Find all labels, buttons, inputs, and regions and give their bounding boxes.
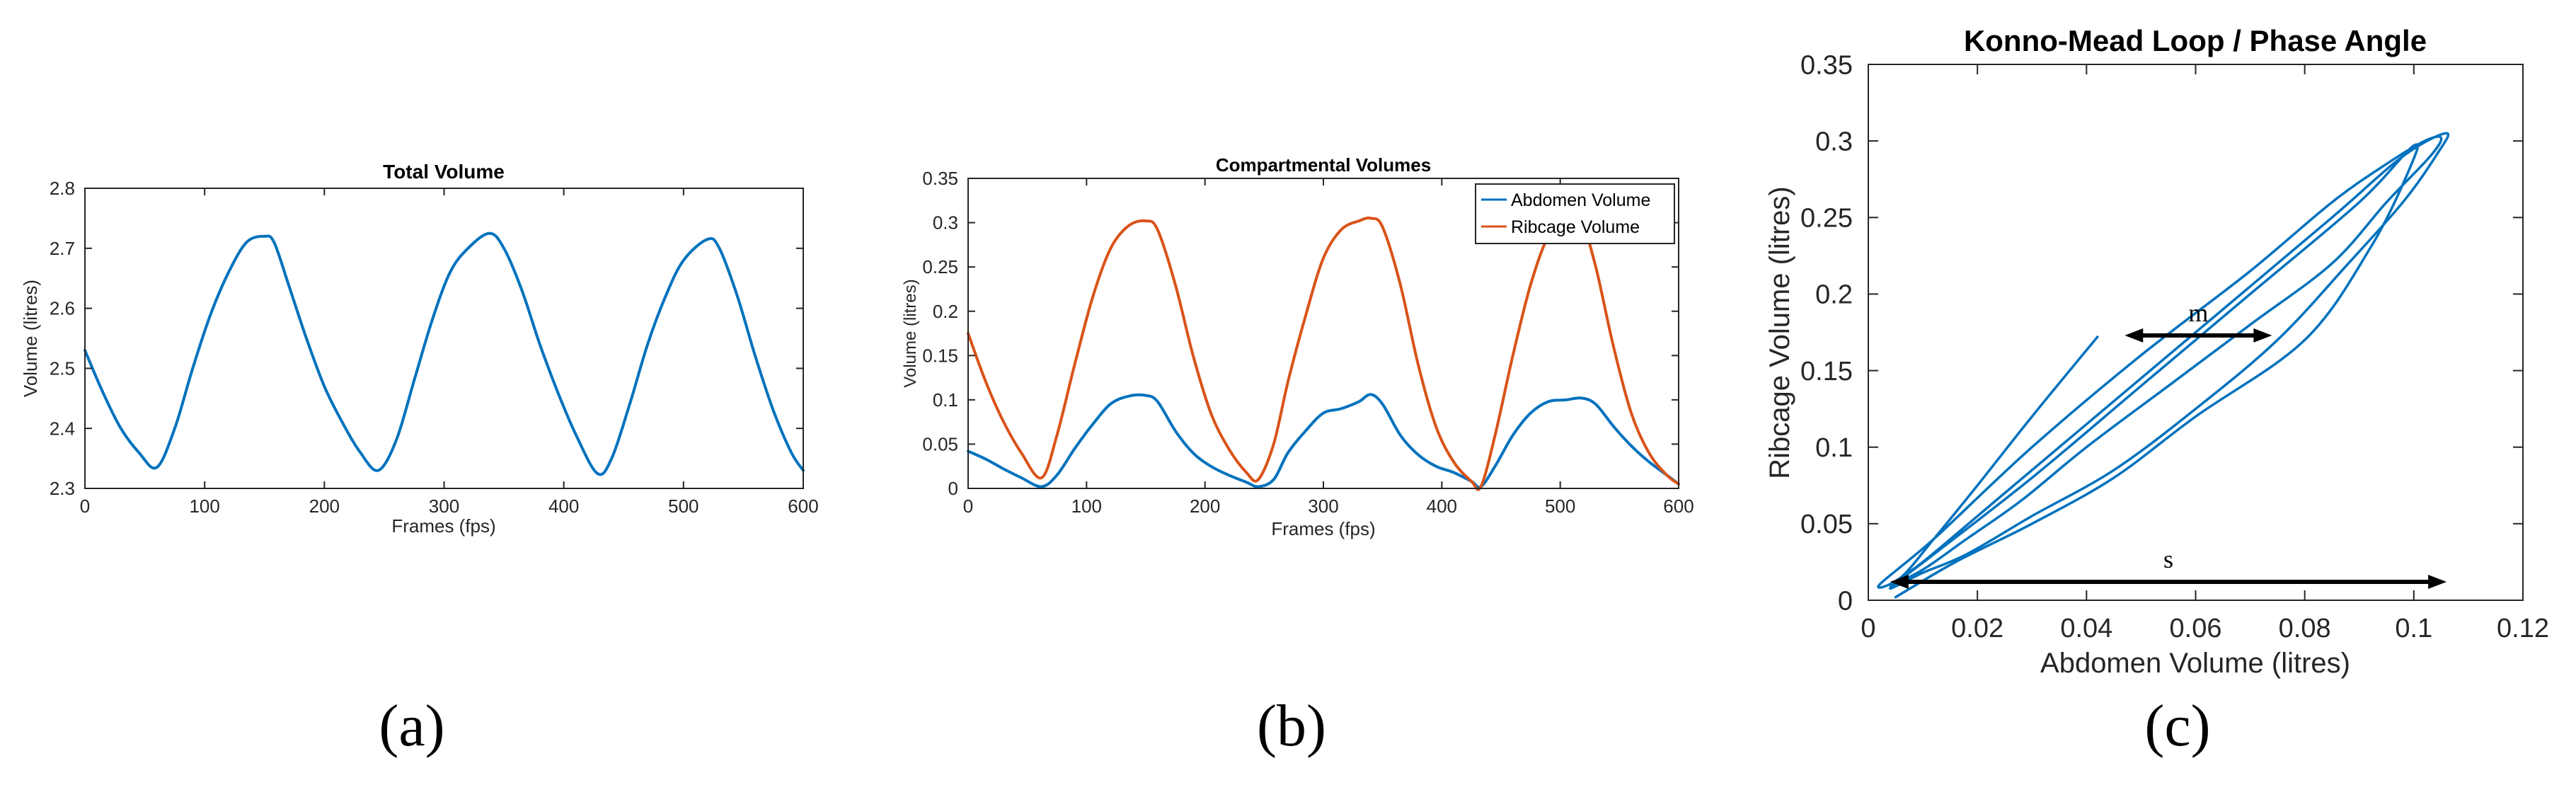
y-tick-label: 0.2: [1815, 280, 1853, 310]
x-tick-label: 0.04: [2060, 614, 2112, 643]
panel-b-y-axis-label: Volume (litres): [901, 279, 920, 387]
y-tick-label: 2.5: [50, 358, 75, 379]
legend-box: [1475, 183, 1675, 244]
panel-b-legend: Abdomen Volume Ribcage Volume: [1475, 183, 1675, 244]
y-tick-label: 0: [948, 478, 958, 499]
panel-b-compartmental-volumes: Compartmental Volumes 0 100 200 300 400 500 60…: [901, 154, 1694, 759]
x-tick-label: 400: [548, 495, 579, 517]
panel-a-y-axis-label: Volume (litres): [20, 280, 41, 397]
axes-frame: [84, 188, 804, 489]
series-line-total-volume: [84, 231, 805, 476]
x-tick-label: 0.08: [2279, 614, 2331, 643]
panel-a-title: Total Volume: [383, 161, 505, 183]
series-line-konno-mead-loop: [1877, 132, 2450, 599]
panel-c-plot-area: 0 0.02 0.04 0.06 0.08 0.1 0.12 0 0.05 0.1 0.15 0.2 0…: [1800, 50, 2549, 643]
panel-b-plot-area: 0 100 200 300 400 500 600 0 0.05 0.1 0.15 0.2 0.25 0.…: [922, 168, 1694, 517]
panel-c-x-axis-label: Abdomen Volume (litres): [2040, 648, 2350, 679]
annotation-arrow-m: m: [2124, 299, 2272, 343]
panel-b-x-axis-label: Frames (fps): [1271, 518, 1375, 539]
y-tick-label: 2.7: [50, 238, 75, 259]
y-tick-label: 0.1: [1815, 433, 1853, 463]
arrow-head-left: [2124, 328, 2144, 343]
panel-c-konno-mead: Konno-Mead Loop / Phase Angle 0 0.02 0.04 0…: [1764, 24, 2549, 759]
panel-b-label: (b): [1257, 693, 1326, 759]
y-tick-label: 2.3: [50, 478, 75, 499]
x-tick-label: 300: [1308, 495, 1338, 517]
panel-a-plot-area: 0 100 200 300 400 500 600 2.3 2.4 2.5 2.6 2.7 2.8: [50, 178, 819, 517]
y-tick-label: 0.25: [922, 256, 958, 277]
x-tick-label: 500: [668, 495, 698, 517]
x-tick-label: 0: [963, 495, 973, 517]
legend-entry-abdomen: Abdomen Volume: [1511, 190, 1650, 210]
y-tick-label: 2.8: [50, 178, 75, 199]
x-tick-label: 600: [1663, 495, 1694, 517]
y-tick-label: 0.1: [933, 389, 958, 411]
y-tick-label: 0.35: [922, 168, 958, 189]
x-tick-label: 0.02: [1951, 614, 2003, 643]
y-tick-label: 0.05: [922, 434, 958, 455]
y-tick-label: 0: [1838, 586, 1853, 616]
y-tick-label: 0.3: [1815, 127, 1853, 156]
panel-c-title: Konno-Mead Loop / Phase Angle: [1964, 24, 2427, 57]
x-tick-label: 400: [1427, 495, 1457, 517]
x-tick-label: 100: [189, 495, 219, 517]
x-tick-label: 200: [1190, 495, 1220, 517]
panel-b-title: Compartmental Volumes: [1216, 154, 1431, 176]
y-tick-label: 0.25: [1800, 204, 1853, 234]
x-tick-label: 0.12: [2497, 614, 2549, 643]
panel-a-x-axis-label: Frames (fps): [391, 515, 495, 537]
x-tick-label: 0: [80, 495, 90, 517]
legend-entry-ribcage: Ribcage Volume: [1511, 217, 1640, 237]
arrow-head-left: [1890, 575, 1909, 590]
panel-a-total-volume: Total Volume 0 100 200 300 400 500 600 2.3 2.4 2.…: [20, 161, 819, 759]
annotation-arrow-s: s: [1890, 545, 2447, 590]
x-tick-label: 0.1: [2395, 614, 2432, 643]
panel-a-label: (a): [379, 693, 444, 759]
arrow-head-right: [2428, 575, 2447, 590]
x-tick-label: 600: [788, 495, 818, 517]
panel-c-label: (c): [2144, 693, 2210, 759]
x-tick-label: 200: [309, 495, 340, 517]
y-tick-label: 0.15: [922, 345, 958, 366]
panel-c-y-axis-label: Ribcage Volume (litres): [1764, 186, 1795, 479]
x-tick-label: 500: [1545, 495, 1575, 517]
arrow-head-right: [2253, 328, 2272, 343]
y-tick-label: 2.4: [50, 418, 75, 439]
y-tick-label: 0.35: [1800, 50, 1853, 80]
y-tick-label: 0.2: [933, 301, 958, 322]
y-tick-label: 0.15: [1800, 357, 1853, 386]
annotation-label-m: m: [2188, 299, 2208, 327]
y-tick-label: 2.6: [50, 298, 75, 319]
x-tick-label: 300: [429, 495, 459, 517]
y-tick-label: 0.05: [1800, 510, 1853, 539]
x-tick-label: 0.06: [2170, 614, 2222, 643]
annotation-label-s: s: [2163, 545, 2173, 573]
series-line-abdomen-volume: [967, 393, 1680, 489]
x-tick-label: 0: [1861, 614, 1875, 643]
y-tick-label: 0.3: [933, 212, 958, 234]
x-tick-label: 100: [1071, 495, 1102, 517]
